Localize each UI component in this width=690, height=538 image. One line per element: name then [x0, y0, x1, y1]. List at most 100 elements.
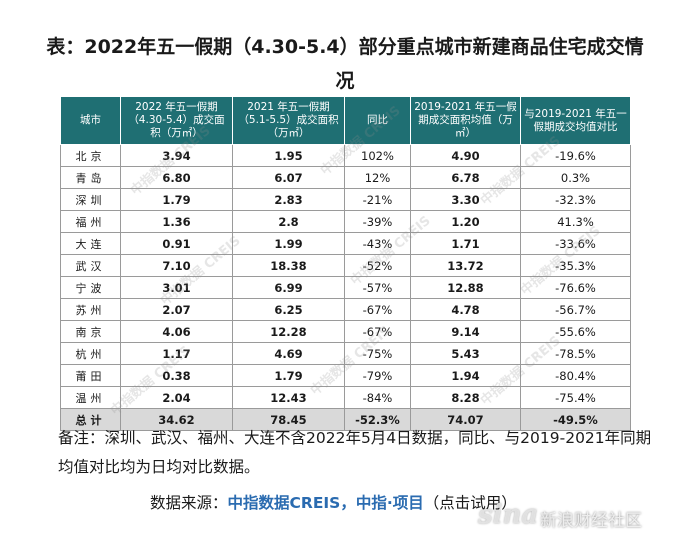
table-row: 福州 1.36 2.8 -39% 1.20 41.3%: [60, 210, 631, 233]
cell-area-2021: 6.99: [232, 276, 345, 299]
cell-vs-avg: -76.6%: [520, 276, 631, 299]
cell-avg: 13.72: [410, 254, 521, 277]
cell-yoy: -52%: [344, 254, 411, 277]
cell-area-2022: 2.07: [120, 298, 233, 321]
cell-area-2022: 0.38: [120, 364, 233, 387]
cell-city: 莆田: [60, 364, 121, 387]
cell-area-2021: 12.28: [232, 320, 345, 343]
cell-area-2022: 3.01: [120, 276, 233, 299]
cell-avg: 3.30: [410, 188, 521, 211]
cell-area-2022: 0.91: [120, 232, 233, 255]
sina-community-label: 新浪财经社区: [540, 511, 642, 531]
cell-area-2022: 3.94: [120, 144, 233, 167]
cell-area-2022: 7.10: [120, 254, 233, 277]
cell-city: 大连: [60, 232, 121, 255]
cell-avg: 1.20: [410, 210, 521, 233]
cell-vs-avg: 41.3%: [520, 210, 631, 233]
cell-area-2022: 1.17: [120, 342, 233, 365]
header-area-2021: 2021 年五一假期（5.1-5.5）成交面积（万㎡）: [232, 96, 345, 145]
table-row: 杭州 1.17 4.69 -75% 5.43 -78.5%: [60, 342, 631, 365]
cell-area-2021: 18.38: [232, 254, 345, 277]
total-row: 总计 34.62 78.45 -52.3% 74.07 -49.5%: [60, 408, 631, 431]
cell-area-2022: 4.06: [120, 320, 233, 343]
cell-yoy: -39%: [344, 210, 411, 233]
table-row: 青岛 6.80 6.07 12% 6.78 0.3%: [60, 166, 631, 189]
cell-avg: 1.94: [410, 364, 521, 387]
cell-city: 北京: [60, 144, 121, 167]
cell-area-2021: 6.07: [232, 166, 345, 189]
header-vs-avg: 与2019-2021 年五一假期成交均值对比: [520, 96, 631, 145]
cell-vs-avg: -55.6%: [520, 320, 631, 343]
table-row: 宁波 3.01 6.99 -57% 12.88 -76.6%: [60, 276, 631, 299]
cell-yoy: -75%: [344, 342, 411, 365]
table-row: 北京 3.94 1.95 102% 4.90 -19.6%: [60, 144, 631, 167]
cell-vs-avg: -32.3%: [520, 188, 631, 211]
cell-area-2022: 2.04: [120, 386, 233, 409]
cell-area-2021: 1.99: [232, 232, 345, 255]
cell-area-2022: 34.62: [120, 408, 233, 431]
source-link[interactable]: 中指数据CREIS，中指·项目: [227, 494, 424, 512]
cell-city: 武汉: [60, 254, 121, 277]
cell-vs-avg: -80.4%: [520, 364, 631, 387]
cell-city: 宁波: [60, 276, 121, 299]
cell-vs-avg: -56.7%: [520, 298, 631, 321]
cell-yoy: 102%: [344, 144, 411, 167]
cell-city: 杭州: [60, 342, 121, 365]
cell-area-2021: 12.43: [232, 386, 345, 409]
cell-area-2021: 4.69: [232, 342, 345, 365]
cell-city: 青岛: [60, 166, 121, 189]
table-row: 大连 0.91 1.99 -43% 1.71 -33.6%: [60, 232, 631, 255]
cell-avg: 6.78: [410, 166, 521, 189]
cell-yoy: -67%: [344, 320, 411, 343]
cell-yoy: -21%: [344, 188, 411, 211]
cell-yoy: 12%: [344, 166, 411, 189]
cell-city: 温州: [60, 386, 121, 409]
cell-vs-avg: -78.5%: [520, 342, 631, 365]
cell-city: 苏州: [60, 298, 121, 321]
cell-yoy: -67%: [344, 298, 411, 321]
table-row: 武汉 7.10 18.38 -52% 13.72 -35.3%: [60, 254, 631, 277]
cell-yoy: -79%: [344, 364, 411, 387]
cell-vs-avg: -19.6%: [520, 144, 631, 167]
header-area-2022: 2022 年五一假期（4.30-5.4）成交面积（万㎡）: [120, 96, 233, 145]
header-city: 城市: [60, 96, 121, 145]
cell-area-2022: 6.80: [120, 166, 233, 189]
table-row: 南京 4.06 12.28 -67% 9.14 -55.6%: [60, 320, 631, 343]
cell-avg: 1.71: [410, 232, 521, 255]
cell-area-2022: 1.79: [120, 188, 233, 211]
footnote: 备注：深圳、武汉、福州、大连不含2022年5月4日数据，同比、与2019-202…: [58, 429, 652, 476]
table-title: 表：2022年五一假期（4.30-5.4）部分重点城市新建商品住宅成交情况: [46, 36, 644, 92]
cell-area-2021: 1.95: [232, 144, 345, 167]
cell-area-2021: 78.45: [232, 408, 345, 431]
cell-vs-avg: -33.6%: [520, 232, 631, 255]
cell-vs-avg: -49.5%: [520, 408, 631, 431]
cell-avg: 4.78: [410, 298, 521, 321]
data-table-container: 城市 2022 年五一假期（4.30-5.4）成交面积（万㎡） 2021 年五一…: [60, 96, 631, 431]
table-row: 深圳 1.79 2.83 -21% 3.30 -32.3%: [60, 188, 631, 211]
header-yoy: 同比: [344, 96, 411, 145]
cell-vs-avg: 0.3%: [520, 166, 631, 189]
cell-avg: 5.43: [410, 342, 521, 365]
cell-avg: 8.28: [410, 386, 521, 409]
header-avg-2019-2021: 2019-2021 年五一假期成交面积均值（万㎡）: [410, 96, 521, 145]
cell-yoy: -52.3%: [344, 408, 411, 431]
cell-yoy: -57%: [344, 276, 411, 299]
cell-city: 南京: [60, 320, 121, 343]
cell-vs-avg: -75.4%: [520, 386, 631, 409]
cell-yoy: -43%: [344, 232, 411, 255]
table-row: 温州 2.04 12.43 -84% 8.28 -75.4%: [60, 386, 631, 409]
cell-area-2022: 1.36: [120, 210, 233, 233]
data-table: 城市 2022 年五一假期（4.30-5.4）成交面积（万㎡） 2021 年五一…: [60, 96, 631, 431]
source-prefix: 数据来源：: [150, 494, 228, 512]
cell-city: 深圳: [60, 188, 121, 211]
cell-area-2021: 2.8: [232, 210, 345, 233]
source-suffix[interactable]: （点击试用）: [423, 494, 517, 512]
table-body: 北京 3.94 1.95 102% 4.90 -19.6% 青岛 6.80 6.07 12% 6.7…: [60, 144, 631, 431]
cell-vs-avg: -35.3%: [520, 254, 631, 277]
cell-yoy: -84%: [344, 386, 411, 409]
cell-avg: 74.07: [410, 408, 521, 431]
cell-avg: 4.90: [410, 144, 521, 167]
table-row: 莆田 0.38 1.79 -79% 1.94 -80.4%: [60, 364, 631, 387]
cell-avg: 9.14: [410, 320, 521, 343]
source-line: 数据来源：中指数据CREIS，中指·项目（点击试用）: [150, 490, 517, 516]
